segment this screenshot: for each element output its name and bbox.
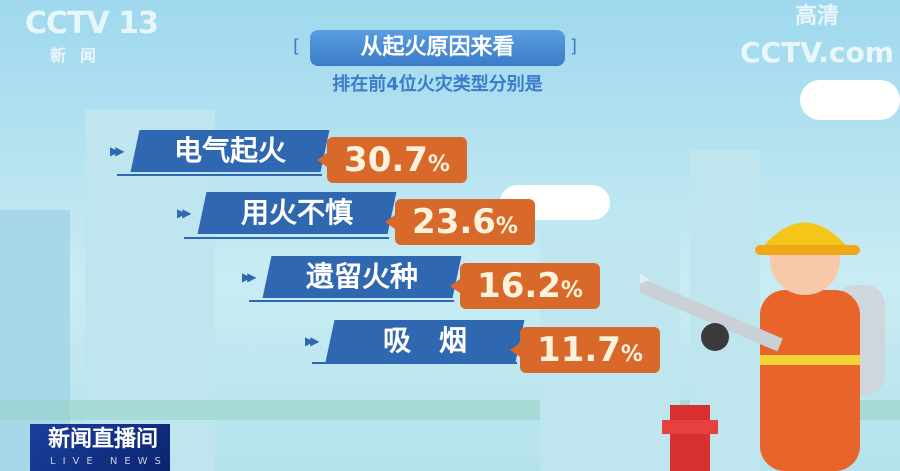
cctv13-logo: CCTV 13 bbox=[25, 6, 159, 41]
arrow-icon: ▶▶ bbox=[242, 270, 257, 284]
firefighter-illustration bbox=[640, 222, 885, 471]
arrow-icon: ▶▶ bbox=[110, 144, 125, 158]
underline bbox=[184, 237, 389, 239]
cause-value: 23.6% bbox=[385, 199, 535, 245]
cloud bbox=[800, 80, 900, 120]
cctv-com-logo: CCTV.com bbox=[740, 36, 894, 69]
page-title: 从起火原因来看 bbox=[310, 30, 565, 66]
arrow-icon: ▶▶ bbox=[177, 206, 192, 220]
program-en: LIVE NEWS bbox=[50, 456, 168, 467]
cause-label: 电气起火 bbox=[130, 130, 330, 172]
bracket-left: [ bbox=[293, 36, 301, 57]
program-badge: 新闻直播间 LIVE NEWS bbox=[30, 424, 170, 471]
arrow-icon: ▶▶ bbox=[305, 334, 320, 348]
cause-value: 11.7% bbox=[510, 327, 660, 373]
program-name: 新闻直播间 bbox=[48, 427, 159, 452]
hd-logo: 高清 bbox=[795, 4, 840, 29]
underline bbox=[117, 174, 322, 176]
cause-value: 30.7% bbox=[317, 137, 467, 183]
cause-label: 吸 烟 bbox=[325, 320, 525, 362]
cause-value: 16.2% bbox=[450, 263, 600, 309]
subtitle: 排在前4位火灾类型分别是 bbox=[332, 74, 543, 95]
underline bbox=[249, 300, 454, 302]
cause-label: 遗留火种 bbox=[262, 256, 462, 298]
bracket-right: ] bbox=[570, 36, 578, 57]
cause-label: 用火不慎 bbox=[197, 192, 397, 234]
cctv13-logo-sub: 新闻 bbox=[50, 46, 111, 65]
underline bbox=[312, 362, 517, 364]
